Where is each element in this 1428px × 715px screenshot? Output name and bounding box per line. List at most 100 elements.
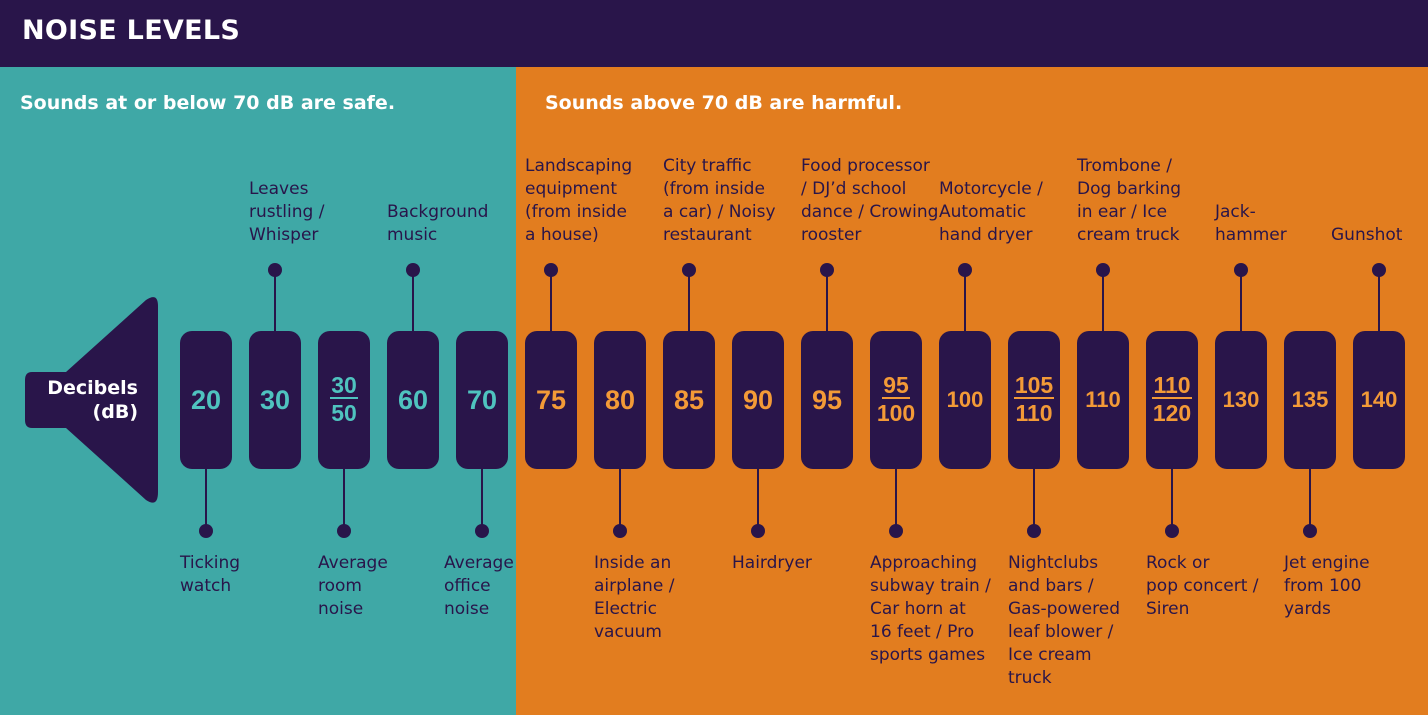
sound-example-label: Trombone / Dog barking in ear / Ice cream t… (1077, 155, 1181, 247)
decibel-pill: 110 120 (1146, 331, 1198, 469)
sound-example-line: Ticking (180, 553, 241, 573)
sound-example-label: Nightclubs and bars / Gas-powered leaf blow… (1008, 552, 1120, 690)
decibel-value: 30 (259, 384, 291, 415)
sound-example-line: hand dryer (939, 225, 1033, 245)
sound-example-line: Nightclubs (1008, 553, 1099, 573)
sound-example-line: noise (318, 599, 364, 619)
sound-example-label: Jet engine from 100 yards (1284, 552, 1370, 621)
decibel-value: 85 (673, 384, 705, 415)
connector-line (1033, 469, 1035, 531)
decibel-value: 90 (742, 384, 774, 415)
decibel-value: 100 (946, 387, 984, 412)
decibel-pill: 80 (594, 331, 646, 469)
decibel-pill: 130 (1215, 331, 1267, 469)
connector-line (1171, 469, 1173, 531)
sound-example-label: Landscaping equipment (from inside a house) (525, 155, 632, 247)
sound-example-line: / DJ’d school (801, 179, 907, 199)
sound-example-label: Inside an airplane / Electric vacuum (594, 552, 674, 644)
decibel-value-low: 110 (1152, 372, 1192, 399)
sound-example-line: a car) / Noisy (663, 202, 776, 222)
decibel-value: 140 (1360, 387, 1398, 412)
decibel-value: 130 (1222, 387, 1260, 412)
decibel-pill: 105 110 (1008, 331, 1060, 469)
sound-example-line: pop concert / (1146, 576, 1259, 596)
sound-example-line: watch (180, 576, 232, 596)
connector-line (205, 469, 207, 531)
sound-example-line: Average (444, 553, 514, 573)
connector-dot (199, 524, 213, 538)
sound-example-line: Gas-powered (1008, 599, 1121, 619)
sound-example-label: Average office noise (444, 552, 514, 621)
sound-example-line: Jack- (1215, 202, 1256, 222)
connector-line (1309, 469, 1311, 531)
sound-example-label: Jack-hammer (1215, 201, 1287, 247)
connector-dot (1165, 524, 1179, 538)
sound-example-line: Background (387, 202, 489, 222)
safe-zone-caption: Sounds at or below 70 dB are safe. (20, 92, 396, 114)
sound-example-line: yards (1284, 599, 1331, 619)
sound-example-line: (from inside (525, 202, 627, 222)
sound-example-line: equipment (525, 179, 617, 199)
sound-example-line: 16 feet / Pro (870, 622, 975, 642)
sound-example-line: office (444, 576, 491, 596)
sound-example-line: Approaching (870, 553, 978, 573)
decibels-label: Decibels (dB) (26, 376, 138, 424)
sound-example-line: restaurant (663, 225, 752, 245)
decibels-label-line: Decibels (47, 377, 138, 399)
decibel-value-high: 120 (1152, 400, 1192, 426)
connector-dot (268, 263, 282, 277)
sound-example-line: airplane / (594, 576, 675, 596)
sound-example-label: Background music (387, 201, 488, 247)
sound-example-line: City traffic (663, 156, 752, 176)
sound-example-line: and bars / (1008, 576, 1094, 596)
decibel-value: 20 (190, 384, 222, 415)
decibel-value-low: 95 (882, 372, 910, 399)
decibel-value-high: 110 (1015, 400, 1053, 426)
connector-line (964, 270, 966, 331)
sound-example-label: Motorcycle / Automatic hand dryer (939, 178, 1043, 247)
connector-dot (1303, 524, 1317, 538)
sound-example-line: room (318, 576, 362, 596)
sound-example-line: Inside an (594, 553, 672, 573)
decibel-pill: 70 (456, 331, 508, 469)
connector-dot (958, 263, 972, 277)
decibel-pill: 110 (1077, 331, 1129, 469)
connector-line (688, 270, 690, 331)
decibel-value-high: 100 (876, 400, 916, 426)
connector-dot (1234, 263, 1248, 277)
sound-example-label: Leaves rustling / Whisper (249, 178, 324, 247)
connector-line (412, 270, 414, 331)
sound-example-line: a house) (525, 225, 599, 245)
connector-line (274, 270, 276, 331)
connector-line (550, 270, 552, 331)
decibel-value-high: 50 (331, 400, 357, 426)
sound-example-line: vacuum (594, 622, 662, 642)
connector-line (481, 469, 483, 531)
sound-example-line: Car horn at (870, 599, 966, 619)
connector-dot (889, 524, 903, 538)
sound-example-line: sports games (870, 645, 986, 665)
connector-dot (820, 263, 834, 277)
connector-dot (544, 263, 558, 277)
decibel-value: 30 50 (318, 331, 370, 469)
connector-line (619, 469, 621, 531)
sound-example-line: Ice cream (1008, 645, 1092, 665)
connector-dot (1096, 263, 1110, 277)
decibel-pill: 100 (939, 331, 991, 469)
sound-example-line: in ear / Ice (1077, 202, 1168, 222)
decibel-pill: 140 (1353, 331, 1405, 469)
sound-example-line: Rock or (1146, 553, 1210, 573)
sound-example-line: rooster (801, 225, 862, 245)
decibel-value: 80 (604, 384, 636, 415)
sound-example-line: Motorcycle / (939, 179, 1043, 199)
decibel-pill: 20 (180, 331, 232, 469)
sound-example-line: dance / Crowing (801, 202, 939, 222)
sound-example-line: (from inside (663, 179, 765, 199)
sound-example-line: Jet engine (1284, 553, 1370, 573)
sound-example-line: leaf blower / (1008, 622, 1114, 642)
decibel-value: 135 (1291, 387, 1329, 412)
decibel-pill: 30 50 (318, 331, 370, 469)
sound-example-line: rustling / (249, 202, 325, 222)
connector-dot (1372, 263, 1386, 277)
connector-line (343, 469, 345, 531)
